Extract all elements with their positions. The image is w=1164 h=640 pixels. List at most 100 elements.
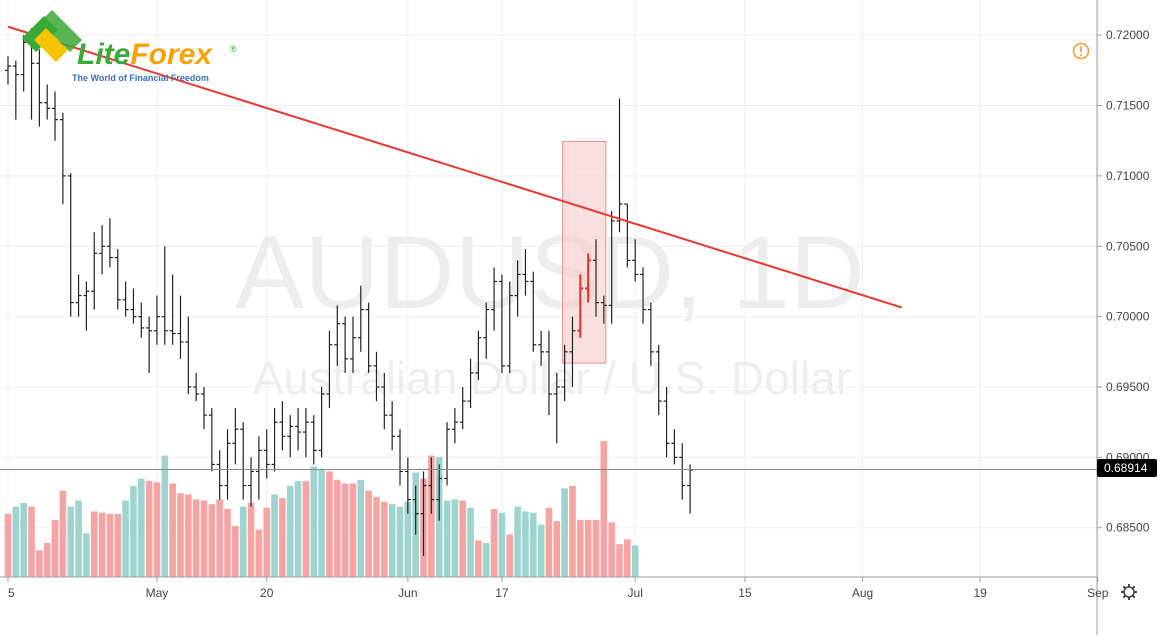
price-bar	[201, 387, 207, 430]
warning-circle-icon[interactable]	[1072, 42, 1090, 60]
price-bar	[600, 295, 607, 324]
trend-layer[interactable]	[7, 25, 903, 309]
volume-bar	[114, 513, 122, 577]
price-tick-label: 0.71000	[1106, 169, 1150, 183]
volume-bar	[51, 519, 59, 577]
price-bar	[44, 84, 51, 120]
volume-bar	[255, 529, 263, 577]
time-tick-label: 5	[8, 586, 15, 600]
volume-bar	[137, 478, 145, 577]
volume-bar	[271, 494, 278, 577]
volume-bar	[177, 493, 184, 577]
volume-bar	[569, 485, 576, 577]
price-bar	[412, 485, 419, 535]
gear-icon[interactable]	[1121, 584, 1137, 600]
volume-bar	[592, 519, 600, 577]
volume-bar	[333, 479, 341, 577]
price-bar	[208, 408, 215, 472]
price-bar	[169, 274, 176, 345]
symbol-watermark: AUDUSD, 1D Australian Dollar / U.S. Doll…	[235, 215, 865, 404]
price-bar	[287, 415, 294, 458]
time-tick-label: 15	[738, 586, 752, 600]
volume-bar	[608, 522, 615, 577]
price-bar	[130, 288, 137, 324]
price-bar	[577, 274, 584, 338]
price-bar	[334, 305, 341, 366]
volume-bar	[631, 545, 639, 577]
price-bar	[263, 429, 270, 479]
liteforex-logo: LiteForex ® The World of Financial Freed…	[22, 10, 237, 83]
price-bar	[593, 239, 599, 317]
watermark-symbol: AUDUSD, 1D	[235, 215, 865, 331]
volume-bar	[247, 502, 255, 577]
price-bar	[491, 267, 498, 331]
price-tick-label: 0.69500	[1106, 380, 1150, 394]
volume-bar	[396, 506, 404, 577]
logo-name: LiteForex	[77, 38, 213, 71]
price-tick-label: 0.71500	[1106, 99, 1150, 113]
logo-tagline: The World of Financial Freedom	[72, 73, 209, 83]
volume-bar	[98, 512, 106, 577]
price-bar	[318, 387, 325, 458]
volume-bar	[185, 494, 192, 577]
volume-bar	[467, 507, 474, 577]
volume-bar	[83, 533, 90, 577]
price-bar	[545, 330, 552, 416]
price-bar	[663, 387, 670, 458]
volume-bar	[294, 481, 302, 577]
price-bar	[608, 211, 615, 324]
volume-bar	[28, 506, 35, 577]
volume-bar	[577, 519, 584, 577]
price-bar	[679, 443, 686, 500]
price-bar	[75, 274, 82, 317]
price-bar	[538, 330, 545, 366]
volume-bar	[624, 539, 631, 577]
volume-bar	[302, 481, 310, 577]
price-bar	[310, 415, 317, 465]
volume-bar	[239, 506, 247, 577]
price-bar	[161, 246, 168, 345]
current-price-label-bg	[1097, 459, 1157, 477]
price-bar	[326, 330, 333, 409]
price-bars-series	[5, 28, 694, 556]
watermark-description: Australian Dollar / U.S. Dollar	[253, 352, 851, 404]
price-bar	[459, 387, 466, 430]
price-bar	[99, 225, 106, 275]
price-bar	[498, 274, 505, 373]
price-bar	[381, 372, 388, 430]
price-bar	[624, 203, 631, 268]
volume-bar	[373, 496, 380, 577]
volume-bar	[388, 504, 396, 577]
price-bar	[52, 91, 59, 141]
volume-bar	[122, 500, 129, 577]
volume-bar	[428, 455, 435, 577]
price-bar	[122, 281, 129, 317]
volume-bar	[600, 441, 608, 577]
volume-bar	[475, 540, 482, 577]
price-axis[interactable]: 0.72000 0.71500 0.71000 0.70500 0.70000 0.695…	[1097, 28, 1150, 535]
price-bar	[295, 408, 302, 451]
price-bar	[671, 429, 678, 465]
price-bar	[232, 408, 239, 465]
time-axis[interactable]: 5May20Jun17Jul15Aug19Sep16Oct	[7, 577, 1164, 600]
trend-line[interactable]	[7, 25, 903, 309]
price-bar	[279, 401, 286, 451]
price-bar	[640, 267, 647, 324]
volume-bar	[349, 483, 357, 577]
price-bar	[216, 450, 223, 500]
price-bar	[530, 271, 537, 352]
price-bar	[428, 457, 435, 514]
volume-bar	[490, 509, 498, 577]
time-tick-label: 17	[495, 586, 509, 600]
time-tick-label: 19	[973, 586, 987, 600]
price-bar	[271, 408, 278, 472]
price-bar	[451, 408, 458, 444]
price-bar	[349, 316, 356, 373]
volume-bar	[4, 513, 12, 577]
volume-bar	[357, 479, 365, 577]
price-bar	[138, 302, 145, 338]
highlight-box	[562, 140, 607, 364]
price-bar	[153, 295, 160, 345]
